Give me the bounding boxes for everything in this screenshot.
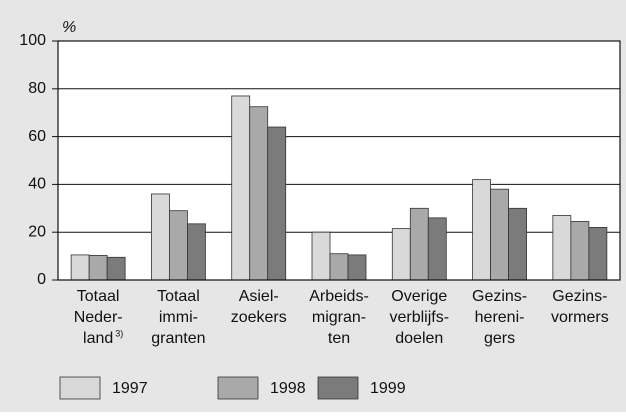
bar — [409, 207, 429, 281]
x-tick-label: Overige — [391, 288, 447, 305]
y-tick-label: 60 — [28, 128, 46, 145]
legend-swatch — [317, 376, 359, 400]
legend-swatch — [217, 376, 259, 400]
bar — [70, 254, 90, 281]
bar — [472, 179, 491, 281]
bar — [391, 228, 411, 281]
bar — [169, 210, 188, 281]
bar — [311, 231, 331, 281]
x-tick-label: ten — [328, 330, 350, 347]
bar — [552, 215, 572, 281]
legend-label: 1997 — [112, 380, 148, 397]
x-tick-label: gers — [484, 330, 515, 347]
legend-swatch — [59, 376, 101, 400]
x-tick-label: land — [83, 330, 113, 347]
bar — [88, 254, 108, 281]
x-tick-label: verblijfs- — [390, 309, 450, 326]
bar — [427, 217, 447, 281]
bar — [570, 221, 590, 281]
bar — [249, 106, 269, 281]
x-tick-label: zoekers — [231, 309, 287, 326]
bar — [151, 193, 170, 281]
y-axis-label: % — [62, 19, 76, 36]
footnote-mark: 3) — [115, 328, 123, 338]
bar — [267, 126, 287, 281]
bar — [347, 254, 367, 281]
y-tick-label: 80 — [28, 80, 46, 97]
x-tick-label: Asiel- — [239, 288, 279, 305]
x-tick-label: doelen — [395, 330, 443, 347]
x-tick-label: Gezins- — [472, 288, 527, 305]
plot-border — [57, 40, 621, 281]
x-tick-label: Totaal — [77, 288, 120, 305]
bar — [106, 256, 126, 281]
x-tick-label: Neder- — [74, 309, 123, 326]
legend-label: 1999 — [370, 380, 406, 397]
bar — [508, 207, 527, 281]
x-tick-label: granten — [151, 330, 205, 347]
x-tick-label: Totaal — [157, 288, 200, 305]
bar — [187, 223, 206, 281]
plot-area — [58, 41, 620, 280]
x-tick-label: immi- — [159, 309, 198, 326]
x-tick-label: Arbeids- — [309, 288, 369, 305]
y-tick-label: 40 — [28, 176, 46, 193]
legend-label: 1998 — [270, 380, 306, 397]
bar — [490, 188, 509, 281]
bar — [329, 253, 349, 281]
y-tick-label: 100 — [19, 32, 46, 49]
x-tick-label: vormers — [551, 309, 609, 326]
y-tick-label: 0 — [37, 271, 46, 288]
x-tick-label: migran- — [312, 309, 366, 326]
x-tick-label: hereni- — [475, 309, 525, 326]
y-tick-label: 20 — [28, 223, 46, 240]
x-tick-label: Gezins- — [552, 288, 607, 305]
bar — [588, 227, 608, 281]
bar — [231, 95, 251, 281]
